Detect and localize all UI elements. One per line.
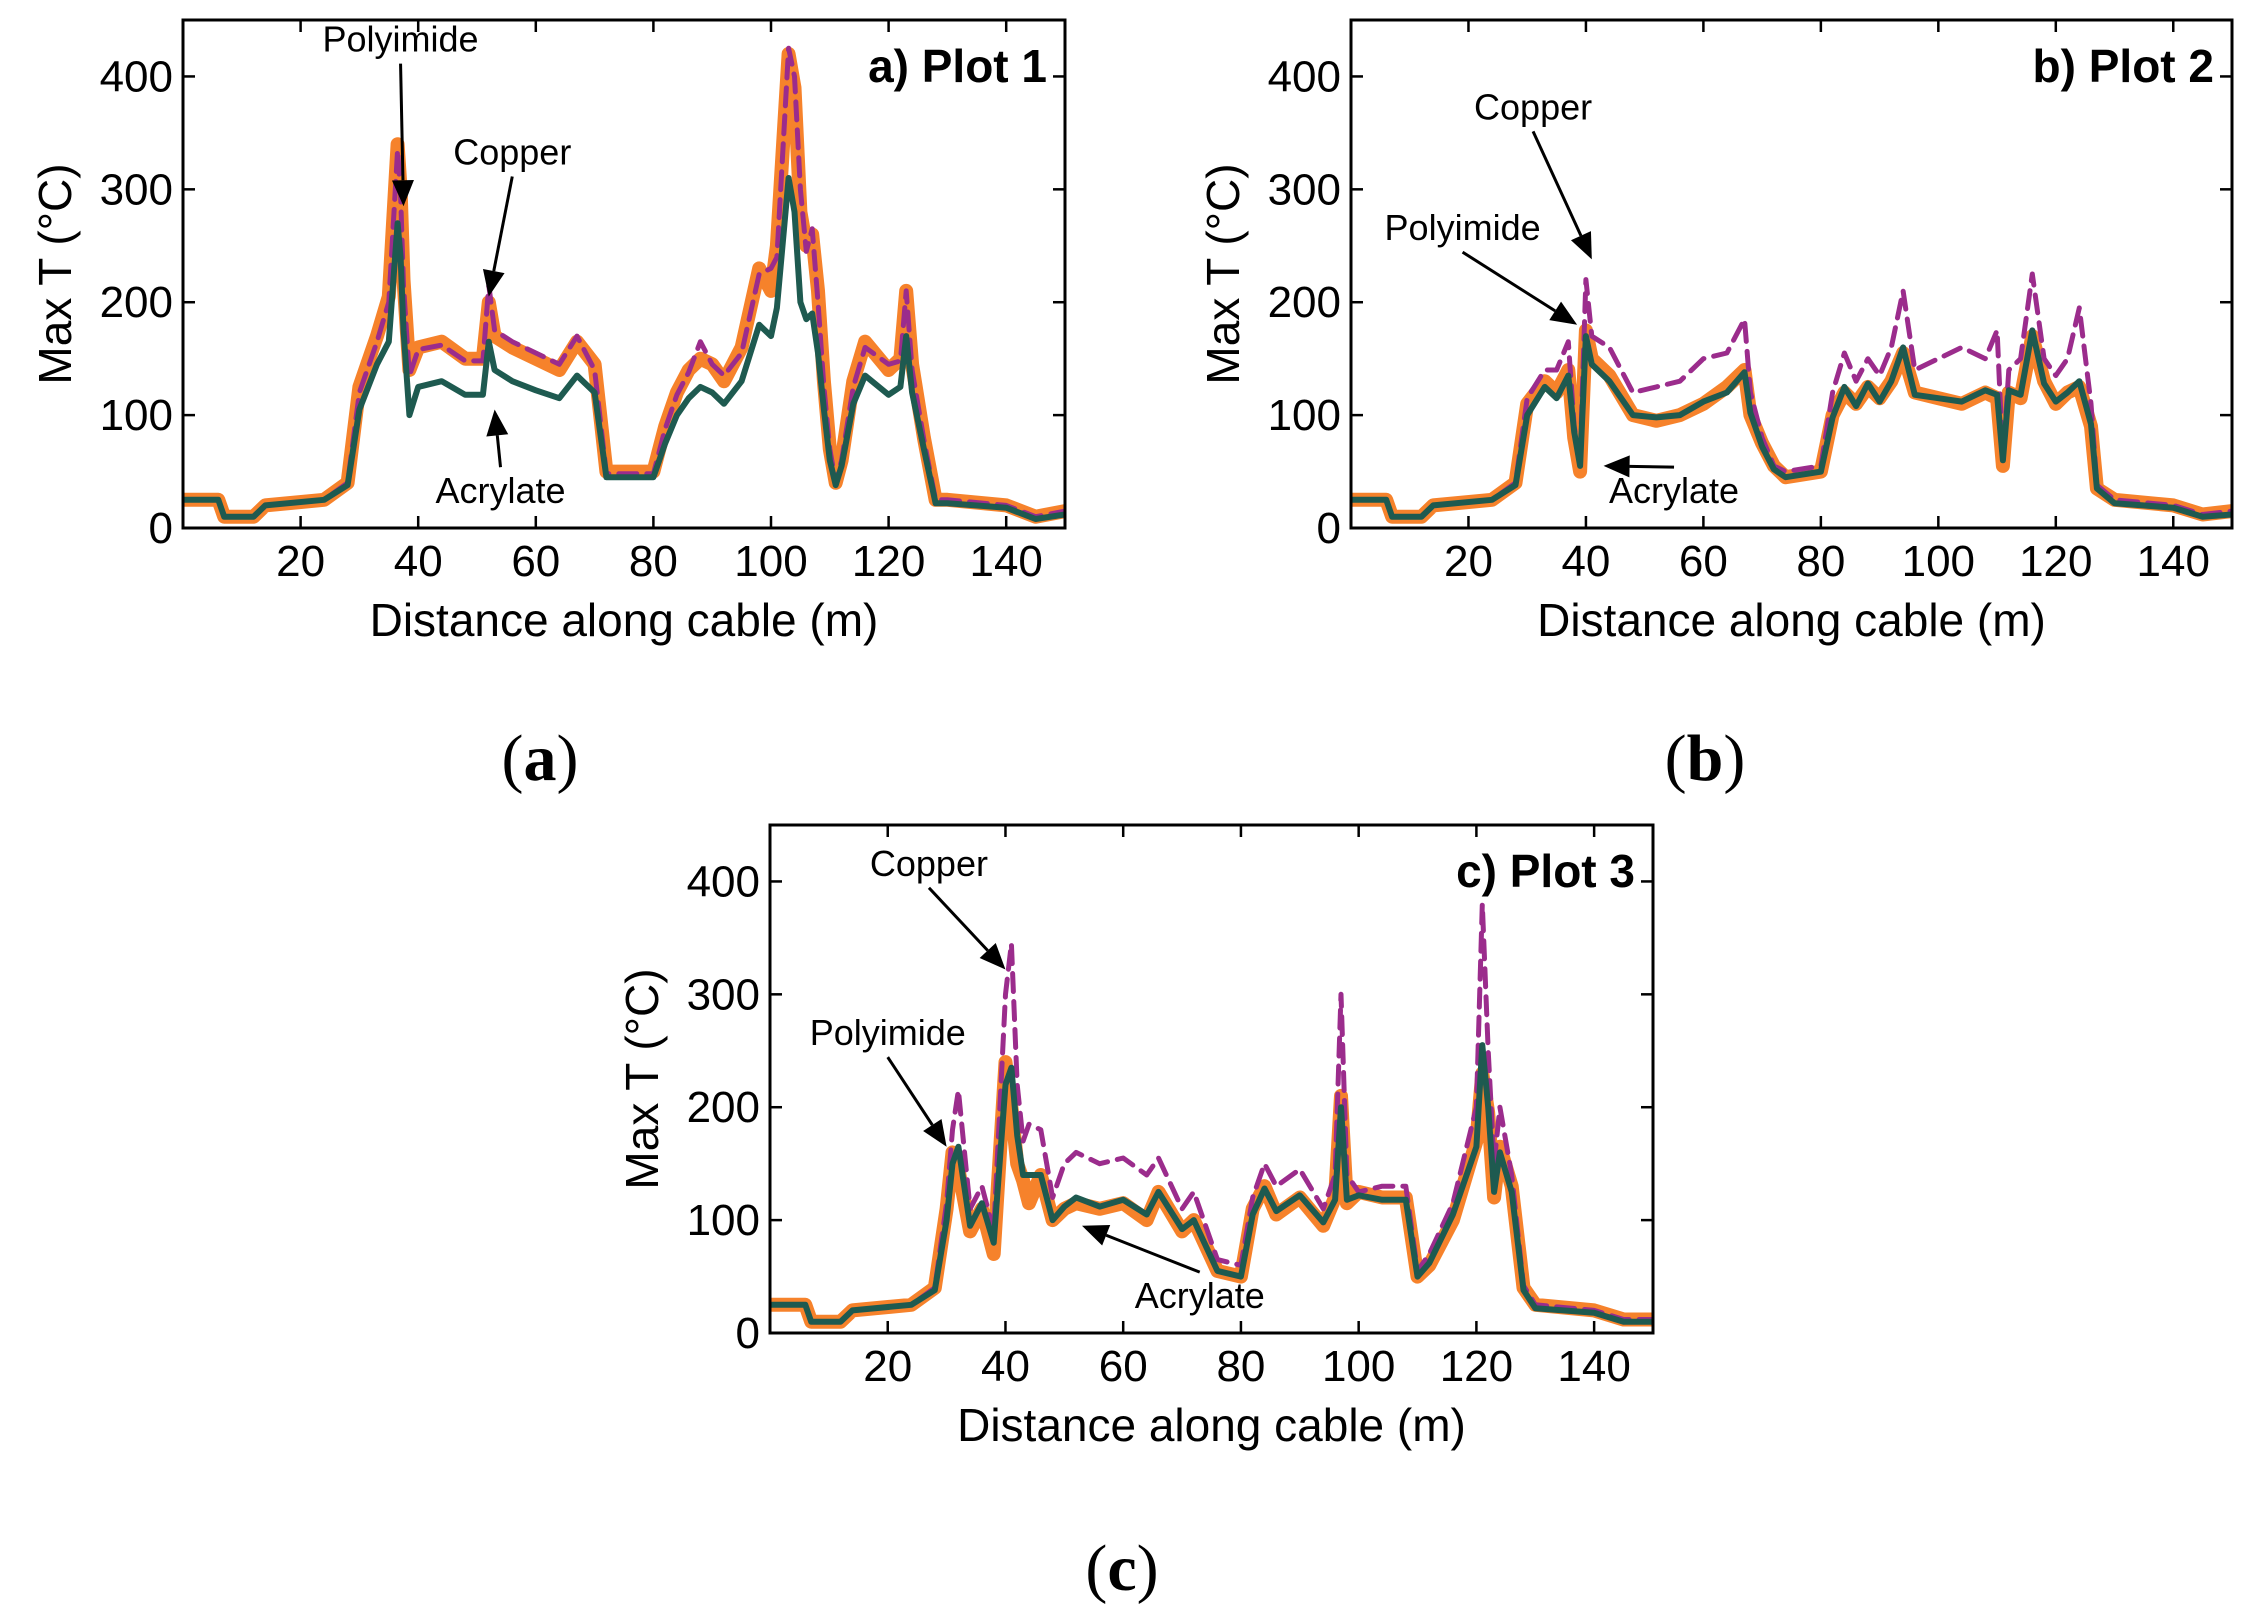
annotation-label-acrylate: Acrylate: [435, 470, 565, 511]
annotation-arrowhead: [1570, 231, 1592, 260]
y-axis-label: Max T (°C): [616, 968, 668, 1189]
x-tick-label: 80: [1796, 537, 1845, 586]
annotation-arrow: [1629, 464, 1675, 469]
x-tick-label: 140: [969, 537, 1042, 586]
y-axis-label: Max T (°C): [29, 163, 81, 384]
series-line-acrylate: [1351, 327, 2232, 520]
annotation-arrow: [495, 435, 503, 468]
x-tick-label: 120: [852, 537, 925, 586]
x-tick-label: 20: [863, 1342, 912, 1391]
annotation-arrowhead: [979, 943, 1006, 970]
x-tick-label: 60: [511, 537, 560, 586]
series-line-copper: [770, 901, 1653, 1325]
y-tick-label: 200: [100, 278, 173, 327]
annotation-label-acrylate: Acrylate: [1609, 470, 1739, 511]
annotation-label-polyimide: Polyimide: [323, 19, 479, 60]
annotation-arrowhead: [923, 1118, 947, 1147]
plot-frame: [1349, 18, 2234, 530]
annotation-arrowhead: [1081, 1225, 1111, 1246]
annotation-arrow: [1461, 250, 1556, 313]
y-tick-label: 200: [687, 1083, 760, 1132]
annotation-arrowhead: [1549, 301, 1578, 325]
x-tick-label: 20: [276, 537, 325, 586]
x-tick-label: 100: [1322, 1342, 1395, 1391]
series-line-acrylate: [183, 175, 1065, 522]
annotation-arrowhead: [391, 180, 414, 207]
annotation-label-copper: Copper: [870, 843, 988, 884]
x-tick-label: 120: [1440, 1342, 1513, 1391]
annotation-arrow: [927, 886, 989, 952]
y-tick-label: 300: [100, 165, 173, 214]
series-group: [183, 45, 1065, 524]
annotation-arrowhead: [486, 409, 509, 437]
annotation-arrow: [886, 1056, 934, 1126]
x-tick-label: 60: [1099, 1342, 1148, 1391]
y-tick-label: 0: [736, 1309, 760, 1358]
x-axis-label: Distance along cable (m): [370, 594, 879, 646]
annotation-arrow: [399, 63, 405, 181]
annotation-arrowhead: [1603, 455, 1630, 478]
chart-panel-c: 20 40 60 80 100 120 140 0 100 200 300 400 Distance a…: [616, 823, 1655, 1451]
y-tick-label: 200: [1268, 278, 1341, 327]
series-line-polyimide: [183, 46, 1065, 524]
x-tick-label: 120: [2019, 537, 2092, 586]
x-tick-label: 80: [629, 537, 678, 586]
series-line-acrylate: [770, 1042, 1653, 1325]
x-tick-label: 100: [1902, 537, 1975, 586]
plot-frame: [768, 823, 1655, 1335]
y-tick-label: 400: [100, 52, 173, 101]
annotation-arrow: [1105, 1233, 1201, 1274]
y-axis-label: Max T (°C): [1197, 163, 1249, 384]
chart-panel-b: 20 40 60 80 100 120 140 0 100 200 300 400 Distance a…: [1197, 18, 2234, 646]
y-tick-label: 0: [1317, 504, 1341, 553]
panel-title: a) Plot 1: [868, 40, 1047, 92]
y-tick-label: 100: [1268, 391, 1341, 440]
subfigure-label-a: (a): [502, 722, 579, 795]
subfigure-label-b: (b): [1665, 722, 1746, 795]
y-tick-label: 100: [100, 391, 173, 440]
annotation-arrow: [1531, 130, 1583, 237]
annotation-arrow: [492, 176, 514, 272]
panel-title: b) Plot 2: [2033, 40, 2214, 92]
subfigure-label-c: (c): [1085, 1532, 1158, 1605]
y-tick-label: 300: [1268, 165, 1341, 214]
series-group: [770, 901, 1653, 1329]
x-tick-label: 40: [394, 537, 443, 586]
y-tick-label: 0: [149, 504, 173, 553]
plot-frame: [181, 18, 1067, 530]
series-line-copper: [183, 45, 1065, 520]
x-tick-label: 60: [1679, 537, 1728, 586]
annotation-arrowhead: [482, 268, 505, 297]
series-group: [1351, 271, 2232, 524]
y-tick-label: 400: [1268, 52, 1341, 101]
y-tick-label: 400: [687, 857, 760, 906]
x-tick-label: 40: [1561, 537, 1610, 586]
annotation-label-polyimide: Polyimide: [810, 1012, 966, 1053]
x-tick-label: 140: [2137, 537, 2210, 586]
annotation-label-copper: Copper: [453, 131, 571, 172]
x-tick-label: 80: [1216, 1342, 1265, 1391]
x-axis-label: Distance along cable (m): [957, 1399, 1466, 1451]
annotation-label-acrylate: Acrylate: [1135, 1275, 1265, 1316]
annotation-label-copper: Copper: [1474, 86, 1592, 127]
chart-panel-a: 20 40 60 80 100 120 140 0 100 200 300 400 Distance a…: [29, 18, 1067, 646]
y-tick-label: 100: [687, 1196, 760, 1245]
x-tick-label: 40: [981, 1342, 1030, 1391]
panel-title: c) Plot 3: [1456, 845, 1635, 897]
x-tick-label: 140: [1557, 1342, 1630, 1391]
annotation-label-polyimide: Polyimide: [1385, 207, 1541, 248]
x-axis-label: Distance along cable (m): [1537, 594, 2046, 646]
x-tick-label: 100: [734, 537, 807, 586]
y-tick-label: 300: [687, 970, 760, 1019]
x-tick-label: 20: [1444, 537, 1493, 586]
